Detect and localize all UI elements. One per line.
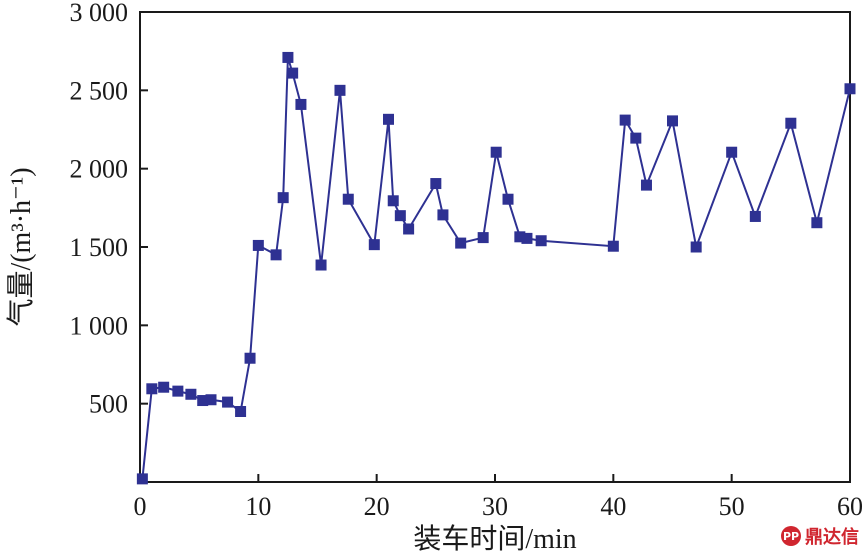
data-point (535, 235, 547, 247)
y-tick-labels: 500 1 000 1 500 2 000 2 500 3 000 (70, 0, 129, 419)
data-point (726, 146, 738, 158)
data-point (158, 381, 170, 393)
data-point (640, 179, 652, 191)
y-tick-label: 1 500 (70, 233, 129, 262)
x-axis-title: 装车时间/min (413, 523, 576, 555)
y-tick-label: 500 (89, 390, 128, 419)
x-tick-label: 50 (719, 492, 745, 521)
data-point (394, 210, 406, 222)
data-point (785, 117, 797, 129)
data-point (277, 192, 289, 204)
plot-frame (139, 11, 851, 483)
data-markers (136, 51, 856, 485)
data-point (146, 383, 158, 395)
data-point (667, 115, 678, 127)
x-tick-label: 20 (364, 492, 390, 521)
data-point (844, 83, 856, 95)
x-tick-label: 0 (134, 492, 147, 521)
data-point (252, 239, 264, 251)
data-point (172, 385, 184, 397)
y-tick-label: 2 000 (70, 155, 129, 184)
data-point (477, 232, 489, 244)
watermark-text: 鼎达信 (805, 527, 859, 548)
data-point (334, 84, 346, 96)
data-point (455, 237, 467, 249)
data-point (514, 231, 526, 243)
series-line (141, 57, 851, 480)
x-tick-label: 10 (245, 492, 271, 521)
x-tick-label: 60 (837, 492, 863, 521)
data-point (222, 396, 234, 408)
y-tick-label: 3 000 (70, 0, 129, 27)
data-point (607, 240, 619, 252)
data-point (244, 352, 256, 364)
data-point (630, 132, 642, 144)
watermark: PP 鼎达信 (781, 523, 859, 549)
data-point (690, 241, 702, 253)
y-tick-label: 1 000 (70, 311, 129, 340)
y-tick-label: 2 500 (70, 76, 129, 105)
data-point (387, 195, 399, 207)
data-point (197, 395, 209, 407)
data-point (403, 223, 415, 235)
x-tick-labels: 0 10 20 30 40 50 60 (134, 492, 864, 521)
watermark-logo-icon: PP (781, 526, 801, 546)
data-point (437, 209, 449, 221)
data-point (205, 394, 217, 406)
data-point (368, 239, 380, 251)
data-point (185, 388, 197, 400)
x-tick-label: 30 (482, 492, 508, 521)
data-point (235, 406, 247, 417)
data-point (811, 217, 823, 229)
axis-ticks (139, 11, 851, 482)
data-point (490, 146, 502, 158)
data-point (749, 210, 761, 222)
data-point (287, 67, 299, 79)
data-point (619, 114, 631, 126)
data-point (521, 232, 533, 244)
x-tick-label: 40 (600, 492, 626, 521)
y-axis-title: 气量/(m³·h⁻¹) (5, 167, 37, 326)
data-point (502, 193, 514, 205)
data-point (295, 98, 307, 110)
data-point (282, 51, 294, 63)
data-point (430, 178, 442, 190)
data-point (136, 473, 148, 485)
data-point (342, 193, 354, 205)
data-point (383, 113, 394, 125)
data-point (315, 259, 327, 271)
data-point (270, 249, 282, 261)
